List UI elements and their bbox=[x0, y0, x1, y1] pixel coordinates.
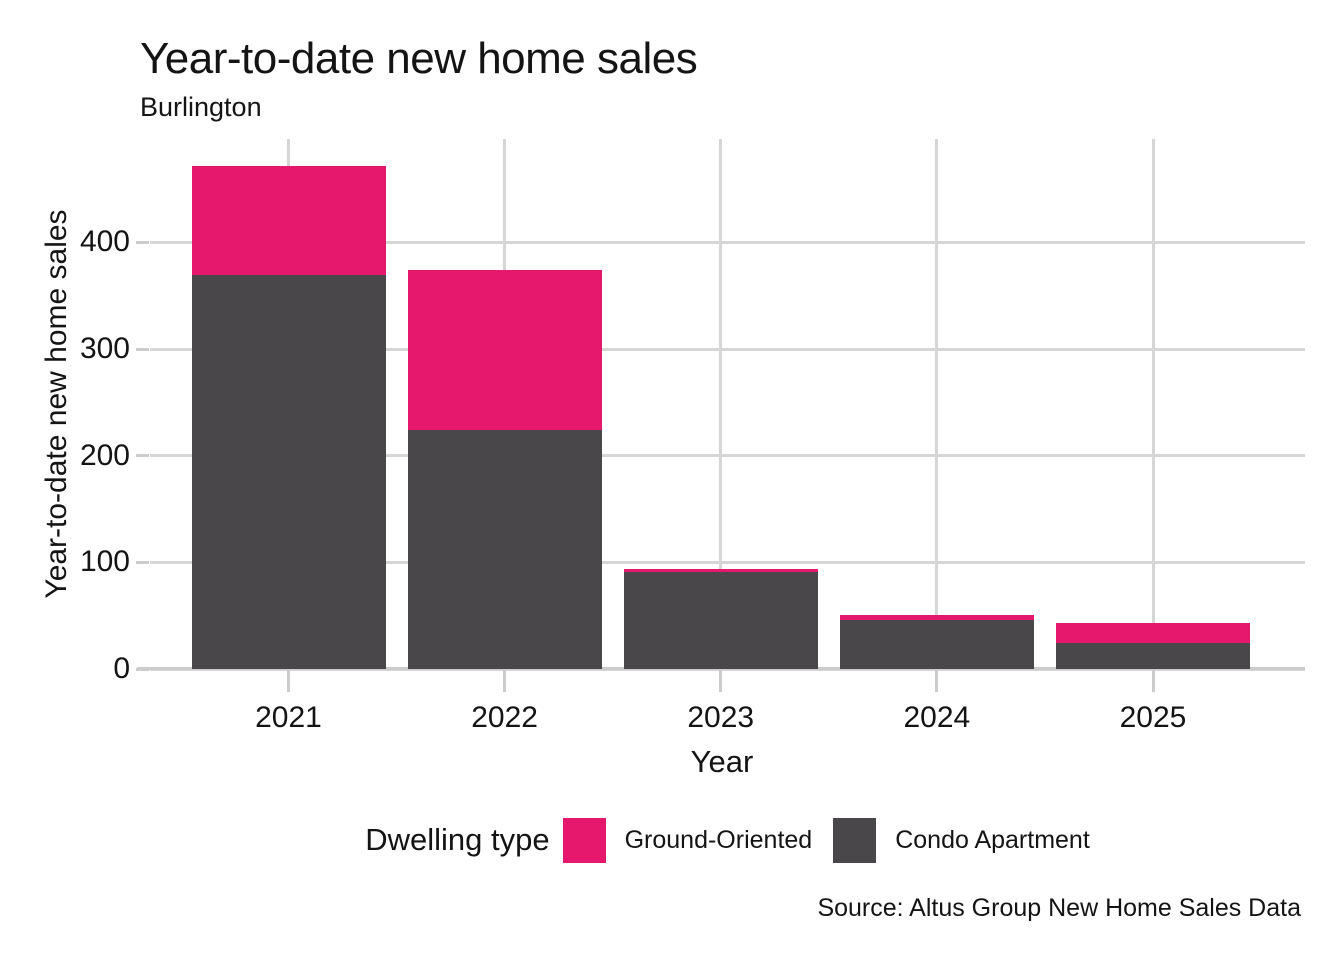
x-tick-label-2024: 2024 bbox=[903, 701, 971, 734]
y-tick-400 bbox=[136, 240, 149, 244]
legend-item-ground-oriented: Ground-Oriented bbox=[562, 817, 813, 863]
x-tick-2024 bbox=[935, 669, 939, 692]
bar-2021-condo-apartment bbox=[191, 275, 386, 669]
legend-label: Ground-Oriented bbox=[624, 825, 813, 854]
bar-2023-ground-oriented bbox=[623, 568, 818, 572]
gridline-y-200 bbox=[150, 454, 1305, 458]
bar-2025-ground-oriented bbox=[1056, 623, 1250, 644]
y-tick-200 bbox=[136, 454, 149, 458]
gridline-x-2025 bbox=[1151, 139, 1155, 669]
legend-swatch-condo-apartment bbox=[833, 817, 877, 863]
legend-swatch-ground-oriented bbox=[562, 817, 606, 863]
x-tick-label-2022: 2022 bbox=[471, 701, 538, 734]
y-tick-300 bbox=[136, 347, 149, 351]
gridline-y-300 bbox=[150, 347, 1305, 351]
chart-subtitle: Burlington bbox=[140, 92, 262, 122]
y-tick-0 bbox=[136, 667, 149, 671]
bar-2022-condo-apartment bbox=[407, 430, 602, 669]
x-tick-label-2021: 2021 bbox=[255, 701, 322, 734]
bar-2022-ground-oriented bbox=[407, 270, 602, 431]
x-tick-label-2023: 2023 bbox=[687, 701, 755, 734]
x-axis-title: Year bbox=[690, 744, 754, 779]
y-axis-title: Year-to-date new home sales bbox=[40, 209, 73, 599]
bar-2025-condo-apartment bbox=[1056, 643, 1250, 669]
y-tick-label-300: 300 bbox=[79, 332, 130, 366]
gridline-x-2024 bbox=[935, 139, 939, 669]
x-tick-2022 bbox=[503, 669, 507, 692]
y-tick-label-200: 200 bbox=[79, 438, 130, 472]
bar-2023-condo-apartment bbox=[623, 571, 818, 669]
legend-item-condo-apartment: Condo Apartment bbox=[833, 817, 1090, 863]
bar-2021-ground-oriented bbox=[191, 165, 386, 276]
y-tick-label-0: 0 bbox=[113, 652, 130, 685]
legend-items: Ground-Oriented Condo Apartment bbox=[562, 817, 1090, 863]
y-tick-label-100: 100 bbox=[79, 545, 130, 579]
legend-label: Condo Apartment bbox=[895, 825, 1090, 854]
bar-2024-ground-oriented bbox=[839, 614, 1034, 620]
y-tick-100 bbox=[136, 560, 149, 564]
y-tick-label-400: 400 bbox=[79, 225, 130, 259]
source-note: Source: Altus Group New Home Sales Data bbox=[817, 894, 1301, 922]
x-tick-2021 bbox=[287, 669, 290, 692]
plot-area bbox=[137, 139, 1305, 671]
gridline-y-400 bbox=[150, 240, 1305, 244]
gridline-y-100 bbox=[150, 560, 1305, 564]
legend: Dwelling type Ground-Oriented Condo Apart… bbox=[150, 812, 1305, 868]
x-tick-2025 bbox=[1151, 669, 1155, 692]
chart-title: Year-to-date new home sales bbox=[140, 34, 698, 83]
x-tick-2023 bbox=[719, 669, 723, 692]
bar-2024-condo-apartment bbox=[839, 619, 1034, 669]
legend-title: Dwelling type bbox=[365, 822, 550, 857]
gridline-x-2023 bbox=[719, 139, 723, 669]
x-tick-label-2025: 2025 bbox=[1119, 701, 1187, 734]
